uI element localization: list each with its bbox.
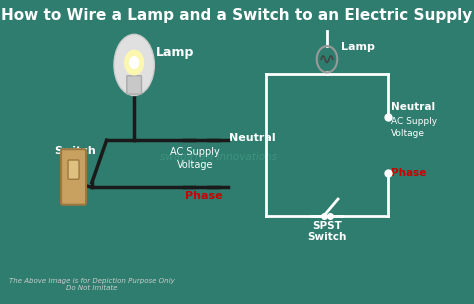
Text: AC Supply: AC Supply	[170, 147, 219, 157]
FancyBboxPatch shape	[127, 76, 142, 94]
Text: Lamp: Lamp	[341, 42, 375, 52]
Text: Voltage: Voltage	[391, 129, 425, 137]
Text: The Above Image is for Depiction Purpose Only
Do Not Imitate: The Above Image is for Depiction Purpose…	[9, 278, 175, 291]
Text: Phase: Phase	[185, 191, 223, 201]
Text: AC Supply: AC Supply	[391, 117, 438, 126]
Ellipse shape	[114, 34, 155, 95]
FancyBboxPatch shape	[68, 160, 79, 179]
Text: How to Wire a Lamp and a Switch to an Electric Supply: How to Wire a Lamp and a Switch to an El…	[1, 8, 473, 23]
Text: swаgатам innovations: swаgатам innovations	[160, 152, 277, 162]
Text: Switch: Switch	[307, 232, 346, 242]
Text: Neutral: Neutral	[391, 102, 436, 112]
Text: Neutral: Neutral	[229, 133, 275, 143]
Text: Phase: Phase	[391, 168, 427, 178]
FancyBboxPatch shape	[61, 149, 86, 205]
Ellipse shape	[129, 56, 139, 69]
Text: SPST: SPST	[312, 221, 342, 231]
Text: Switch: Switch	[55, 146, 96, 156]
Text: Lamp: Lamp	[156, 46, 194, 58]
Ellipse shape	[124, 50, 144, 75]
Text: Voltage: Voltage	[176, 160, 213, 170]
